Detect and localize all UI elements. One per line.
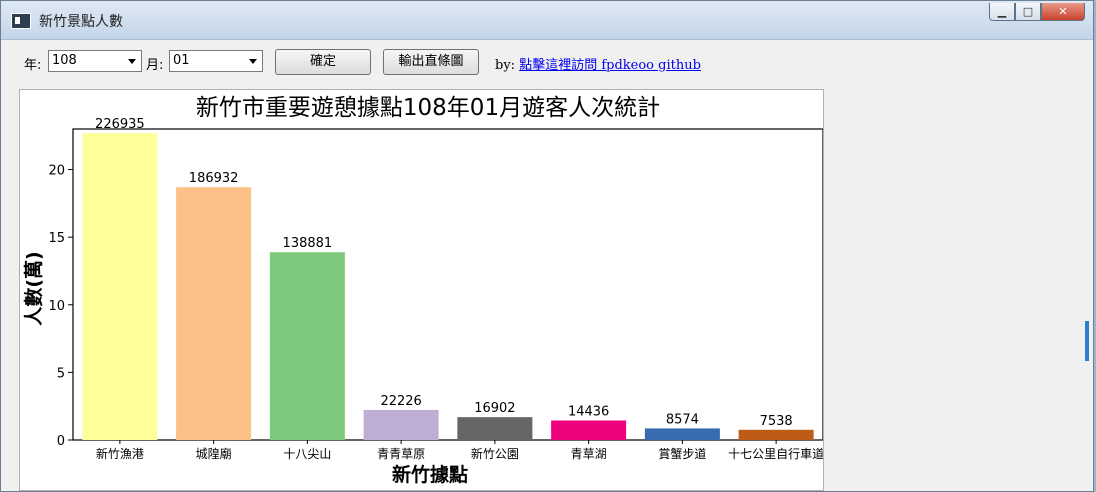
chevron-down-icon (128, 59, 136, 64)
y-tick-label: 0 (57, 434, 65, 449)
side-accent (1085, 321, 1089, 361)
bar (738, 429, 814, 440)
y-tick-label: 20 (48, 164, 65, 179)
x-tick-label: 十七公里自行車道 (728, 447, 823, 461)
y-axis-label: 人數(萬) (23, 251, 45, 325)
bar (176, 187, 252, 440)
y-tick-label: 5 (57, 366, 65, 381)
title-bar[interactable]: 新竹景點人數 ▁ □ ✕ (1, 1, 1093, 40)
x-tick-label: 新竹公園 (471, 446, 519, 461)
chart-figure: 0 5 10 15 20 226935 新竹漁港 186932 城隍廟 138881 十八尖山 222… (19, 89, 824, 491)
x-tick-label: 新竹漁港 (96, 446, 144, 461)
bar (644, 428, 720, 440)
data-label: 7538 (760, 414, 793, 429)
month-label: 月: (146, 58, 164, 73)
window-controls: ▁ □ ✕ (989, 3, 1085, 23)
year-label: 年: (24, 58, 42, 73)
close-button[interactable]: ✕ (1041, 3, 1085, 21)
bar (363, 409, 439, 440)
data-label: 8574 (666, 412, 699, 427)
by-label: by: (495, 58, 516, 73)
year-select[interactable]: 108 (48, 50, 142, 72)
data-label: 14436 (568, 404, 609, 419)
y-tick-label: 15 (48, 231, 65, 246)
confirm-button[interactable]: 確定 (275, 49, 371, 75)
bar (551, 420, 627, 440)
data-label: 138881 (283, 236, 333, 251)
chevron-down-icon (249, 59, 257, 64)
data-label: 16902 (474, 401, 515, 416)
bar (457, 417, 533, 440)
plot-frame (72, 128, 823, 441)
x-tick-label: 城隍廟 (196, 446, 232, 461)
data-label: 186932 (189, 171, 239, 186)
export-chart-button[interactable]: 輸出直條圖 (383, 49, 479, 75)
data-label: 226935 (95, 117, 145, 132)
x-tick-label: 青草湖 (571, 446, 607, 461)
chart-title: 新竹市重要遊憩據點108年01月遊客人次統計 (196, 95, 660, 121)
data-label: 22226 (380, 394, 421, 409)
x-tick-label: 十八尖山 (283, 447, 331, 461)
github-link[interactable]: 點擊這裡訪問 fpdkeoo github (519, 58, 701, 73)
year-select-value: 108 (52, 53, 77, 68)
maximize-button[interactable]: □ (1015, 3, 1041, 21)
bar (82, 133, 158, 440)
x-tick-label: 賞蟹步道 (658, 446, 706, 461)
x-tick-label: 青青草原 (377, 447, 425, 461)
bar (269, 252, 345, 440)
x-axis-label: 新竹據點 (392, 463, 468, 486)
minimize-button[interactable]: ▁ (989, 3, 1015, 21)
author-credit: by: 點擊這裡訪問 fpdkeoo github (495, 54, 701, 73)
y-tick-label: 10 (48, 299, 65, 314)
bar-chart: 0 5 10 15 20 226935 新竹漁港 186932 城隍廟 138881 十八尖山 222… (23, 95, 823, 486)
month-select[interactable]: 01 (169, 50, 263, 72)
toolbar: 年: 108 月: 01 確定 輸出直條圖 by: 點擊這裡訪問 fpdkeoo… (1, 45, 1093, 81)
month-select-value: 01 (173, 53, 190, 68)
window-title: 新竹景點人數 (39, 14, 123, 30)
app-icon (11, 13, 31, 29)
